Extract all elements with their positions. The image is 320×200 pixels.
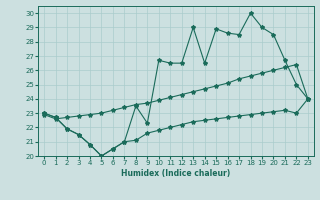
X-axis label: Humidex (Indice chaleur): Humidex (Indice chaleur) xyxy=(121,169,231,178)
